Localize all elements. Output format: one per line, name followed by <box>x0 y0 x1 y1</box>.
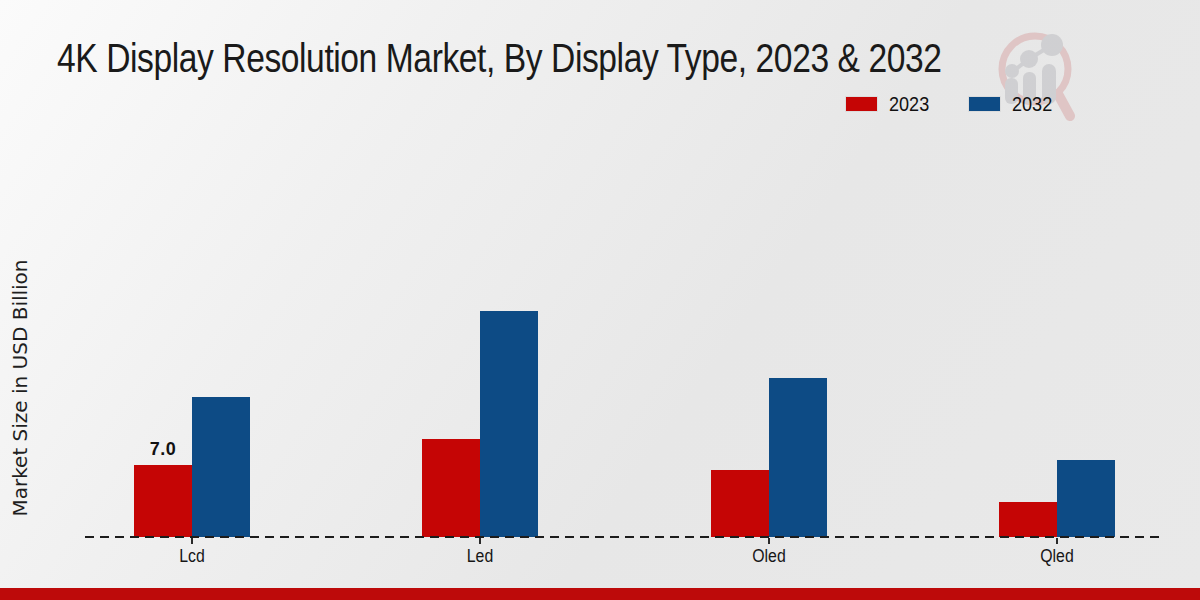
value-label-2023-lcd: 7.0 <box>134 439 192 460</box>
category-label-qled: Qled <box>1040 546 1073 567</box>
legend-swatch-2032 <box>968 96 1001 112</box>
category-label-led: Led <box>467 546 493 567</box>
x-tick-qled <box>1056 538 1058 544</box>
footer-accent-bar <box>0 588 1200 600</box>
category-label-lcd: Lcd <box>179 546 205 567</box>
x-axis-baseline <box>85 536 1163 538</box>
legend-label-2032: 2032 <box>1012 93 1052 114</box>
legend-item-2032: 2032 <box>968 93 1059 114</box>
bar-2032-qled <box>1057 460 1115 537</box>
x-tick-oled <box>768 538 770 544</box>
bar-2023-oled <box>711 470 769 537</box>
bar-2023-qled <box>999 502 1057 537</box>
bar-2032-oled <box>769 378 827 537</box>
chart-title: 4K Display Resolution Market, By Display… <box>57 36 942 81</box>
legend-label-2023: 2023 <box>889 93 929 114</box>
legend: 2023 2032 <box>845 93 1058 114</box>
x-tick-led <box>479 538 481 544</box>
legend-swatch-2023 <box>845 96 878 112</box>
x-tick-lcd <box>191 538 193 544</box>
y-axis-label: Market Size in USD Billion <box>8 228 32 548</box>
category-label-oled: Oled <box>752 546 785 567</box>
legend-item-2023: 2023 <box>845 93 936 114</box>
bar-2032-led <box>480 311 538 537</box>
bar-2023-lcd <box>134 465 192 537</box>
bar-2032-lcd <box>192 397 250 537</box>
bar-2023-led <box>422 439 480 537</box>
chart-canvas: 4K Display Resolution Market, By Display… <box>0 0 1200 600</box>
